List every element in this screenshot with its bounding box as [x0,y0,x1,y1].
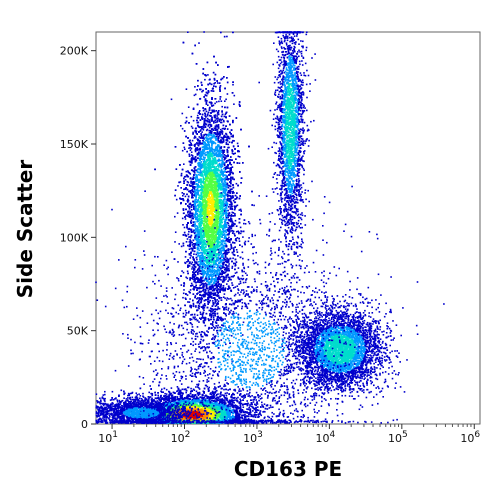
events-layer [95,31,445,424]
event-dot [199,393,201,395]
event-dot [236,409,238,412]
event-dot [167,398,169,400]
event-dot [179,398,181,400]
event-dot [144,399,147,402]
event-dot [164,392,166,395]
event-dot [176,390,178,393]
event-dot [206,385,209,388]
event-dot [130,400,133,403]
event-dot [250,415,252,418]
event-dot [244,413,246,416]
event-dot [162,391,164,393]
event-dot [176,396,179,398]
event-dot [233,402,235,404]
event-dot [236,414,239,417]
event-dot [272,406,274,408]
event-dot [190,387,192,390]
event-dot [180,397,182,400]
event-dot [201,398,203,400]
event-dot [186,397,189,400]
event-dot [196,403,198,405]
event-dot [159,397,162,399]
event-dot [237,396,239,399]
event-dot [242,410,245,413]
event-dot [231,400,233,402]
event-dot [242,411,244,414]
event-dot [224,409,227,412]
event-dot [233,393,235,396]
event-dot [196,383,198,386]
event-dot [127,397,129,399]
event-dot [192,388,195,391]
event-dot [231,403,234,405]
event-dot [215,394,218,396]
event-dot [241,409,244,411]
event-dot [182,399,184,402]
event-dot [141,405,144,408]
event-dot [180,383,183,385]
event-dot [183,397,186,399]
event-dot [228,405,231,408]
event-dot [210,393,213,396]
event-dot [221,398,224,400]
event-dot [204,398,207,400]
event-dot [230,405,232,407]
event-dot [259,410,262,412]
event-dot [248,415,250,418]
event-dot [151,392,154,395]
event-dot [142,395,144,397]
event-dot [125,398,128,400]
event-dot [197,397,200,400]
event-dot [247,408,250,411]
event-dot [234,399,236,401]
event-dot [244,411,247,413]
event-dot [178,389,180,391]
event-dot [245,415,247,417]
event-dot [157,394,159,397]
event-dot [249,413,251,416]
event-dot [191,411,194,413]
event-dot [241,422,243,424]
event-dot [236,392,239,394]
event-dot [258,413,260,415]
event-dot [278,408,280,411]
event-dot [193,389,196,391]
event-dot [231,397,234,399]
event-dot [230,400,232,403]
event-dot [242,406,245,408]
event-dot [217,399,220,402]
event-dot [229,407,232,409]
event-dot [211,399,213,402]
event-dot [161,388,163,391]
event-dot [197,387,200,389]
event-dot [288,395,291,397]
plot-area [95,31,481,425]
event-dot [224,405,227,407]
event-dot [216,397,218,399]
event-dot [223,395,225,398]
event-dot [181,388,184,391]
event-dot [242,414,245,416]
event-dot [213,397,215,399]
event-dot [234,404,237,407]
event-dot [259,411,261,414]
event-dot [226,408,229,411]
event-dot [185,391,187,394]
event-dot [127,394,129,397]
event-dot [235,414,238,416]
event-dot [139,413,141,416]
event-dot [201,396,203,399]
